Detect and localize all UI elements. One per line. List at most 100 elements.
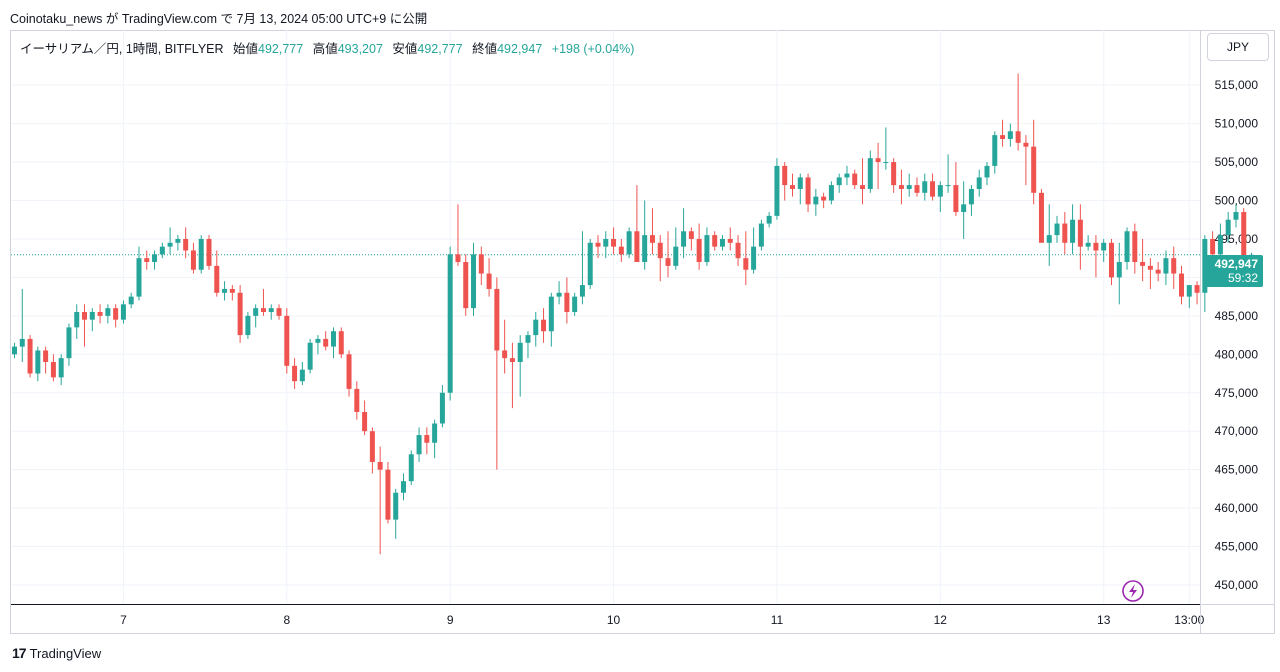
candle-body[interactable] (992, 135, 998, 166)
candle-body[interactable] (43, 350, 49, 362)
candle-body[interactable] (471, 254, 477, 309)
candle-body[interactable] (268, 308, 274, 313)
candle-body[interactable] (276, 308, 282, 316)
candle-body[interactable] (50, 361, 56, 378)
candle-body[interactable] (190, 250, 196, 270)
candle-body[interactable] (105, 308, 111, 316)
candle-body[interactable] (330, 331, 336, 347)
candle-body[interactable] (852, 173, 858, 186)
candle-body[interactable] (183, 238, 189, 251)
candle-body[interactable] (486, 273, 492, 289)
candle-body[interactable] (198, 238, 204, 270)
candle-body[interactable] (821, 196, 827, 201)
candle-body[interactable] (1031, 146, 1037, 193)
candle-body[interactable] (649, 235, 655, 243)
candle-body[interactable] (1132, 231, 1138, 263)
candle-body[interactable] (961, 204, 967, 213)
candle-body[interactable] (292, 365, 298, 382)
candle-body[interactable] (1000, 135, 1006, 139)
candle-body[interactable] (743, 258, 749, 270)
candle-body[interactable] (906, 185, 912, 189)
candle-body[interactable] (533, 319, 539, 336)
candle-body[interactable] (478, 254, 484, 274)
candle-body[interactable] (930, 181, 936, 197)
candle-body[interactable] (237, 292, 243, 336)
candle-body[interactable] (968, 188, 974, 205)
candle-body[interactable] (898, 185, 904, 189)
candle-body[interactable] (229, 288, 235, 293)
candle-body[interactable] (1124, 231, 1130, 263)
candle-body[interactable] (82, 312, 88, 320)
candle-body[interactable] (74, 312, 80, 328)
candle-body[interactable] (844, 173, 850, 178)
candle-body[interactable] (128, 296, 134, 305)
candle-body[interactable] (1046, 235, 1052, 243)
candle-body[interactable] (1241, 212, 1247, 256)
candle-body[interactable] (673, 246, 679, 266)
candle-body[interactable] (1147, 265, 1153, 270)
candle-body[interactable] (1155, 269, 1161, 274)
candle-body[interactable] (758, 223, 764, 247)
candle-body[interactable] (541, 319, 547, 332)
candle-body[interactable] (836, 177, 842, 186)
candle-body[interactable] (860, 185, 866, 189)
candle-body[interactable] (953, 185, 959, 213)
candle-body[interactable] (642, 235, 648, 263)
candle-body[interactable] (439, 392, 445, 424)
candle-body[interactable] (1186, 285, 1192, 297)
candle-body[interactable] (362, 411, 368, 432)
candle-body[interactable] (494, 288, 500, 351)
candle-body[interactable] (27, 338, 33, 374)
candle-body[interactable] (1108, 242, 1114, 278)
candle-body[interactable] (152, 254, 158, 263)
candle-body[interactable] (1070, 219, 1076, 243)
candle-body[interactable] (1217, 235, 1223, 255)
candle-body[interactable] (408, 454, 414, 482)
candle-body[interactable] (579, 285, 585, 297)
candle-body[interactable] (315, 338, 321, 343)
candle-body[interactable] (206, 238, 212, 266)
candle-body[interactable] (385, 469, 391, 520)
candle-body[interactable] (1101, 242, 1107, 251)
candle-body[interactable] (136, 258, 142, 297)
candle-body[interactable] (1171, 258, 1177, 274)
candle-body[interactable] (1179, 273, 1184, 297)
candle-body[interactable] (401, 481, 406, 493)
candle-body[interactable] (719, 238, 725, 247)
candle-body[interactable] (735, 242, 741, 259)
candle-body[interactable] (626, 231, 632, 255)
candle-body[interactable] (595, 242, 601, 247)
candle-body[interactable] (253, 308, 259, 316)
candle-body[interactable] (1210, 238, 1216, 255)
candle-body[interactable] (611, 238, 617, 247)
candle-body[interactable] (58, 358, 64, 378)
candle-body[interactable] (424, 435, 430, 443)
candle-body[interactable] (1225, 219, 1231, 236)
candle-body[interactable] (1077, 219, 1083, 247)
candle-body[interactable] (751, 246, 757, 270)
lightning-icon[interactable] (1129, 584, 1137, 598)
candle-body[interactable] (1062, 223, 1068, 243)
candle-body[interactable] (167, 242, 173, 247)
candle-body[interactable] (1054, 223, 1060, 236)
candle-body[interactable] (883, 162, 889, 164)
candle-body[interactable] (113, 308, 119, 320)
candle-body[interactable] (945, 185, 951, 187)
candle-body[interactable] (875, 158, 881, 163)
candle-body[interactable] (525, 335, 531, 343)
candle-body[interactable] (587, 242, 593, 286)
candle-body[interactable] (688, 231, 694, 239)
candle-body[interactable] (665, 258, 671, 266)
candle-body[interactable] (867, 158, 873, 189)
candle-body[interactable] (89, 312, 95, 320)
candle-body[interactable] (797, 177, 803, 189)
candle-body[interactable] (509, 358, 515, 362)
candle-body[interactable] (214, 265, 220, 293)
candle-body[interactable] (159, 246, 165, 255)
candle-body[interactable] (1038, 192, 1044, 243)
candle-body[interactable] (696, 238, 702, 263)
candle-body[interactable] (1163, 258, 1169, 274)
candle-body[interactable] (984, 165, 990, 178)
candle-body[interactable] (766, 215, 772, 224)
